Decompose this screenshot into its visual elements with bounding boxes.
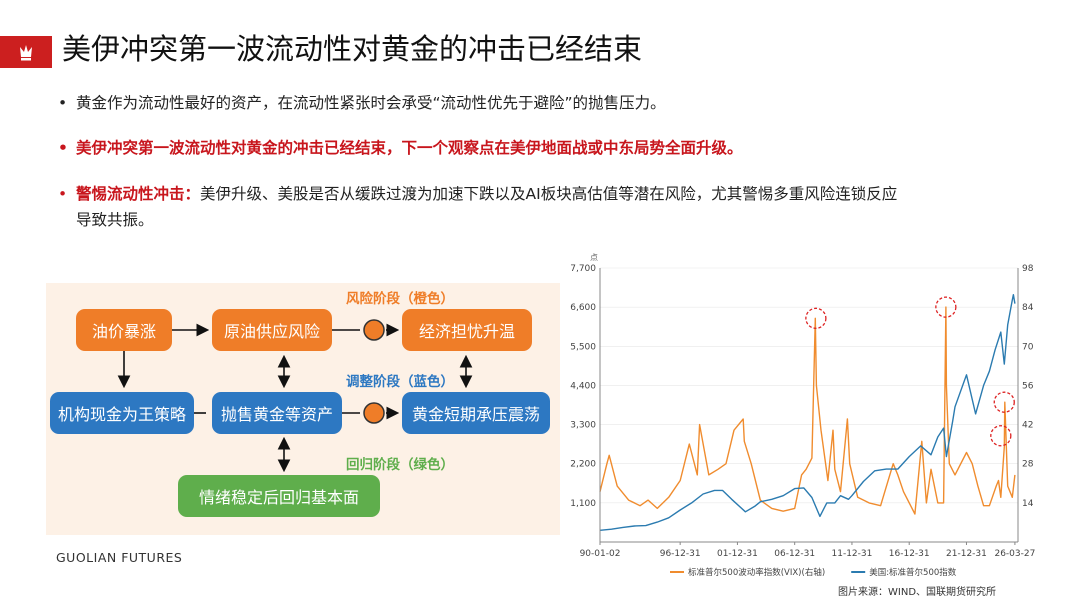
node-cash-is-king: 机构现金为王策略	[50, 392, 194, 434]
node-economic-worry: 经济担忧升温	[402, 309, 532, 351]
right-tick-label: 14	[1022, 499, 1034, 509]
bullet-dot: •	[58, 94, 68, 112]
bullet-text: 美伊升级、美股是否从缓跌过渡为加速下跌以及AI板块高估值等潜在风险，尤其警惕多重…	[200, 185, 898, 203]
node-crude-supply-risk: 原油供应风险	[212, 309, 332, 351]
bullet-text-continued: 导致共振。	[76, 211, 154, 229]
highlight-circle	[993, 391, 1015, 413]
legend-vix: 标准普尔500波动率指数(VIX)(右轴)	[688, 567, 825, 578]
bullet-dot: •	[58, 139, 68, 157]
stage-label-risk: 风险阶段（橙色）	[346, 291, 454, 307]
left-tick-label: 2,200	[570, 460, 596, 470]
left-tick-label: 1,100	[570, 499, 596, 509]
left-tick-label: 5,500	[570, 342, 596, 352]
crown-icon	[20, 45, 32, 61]
flow-junction-dot	[363, 402, 385, 424]
node-gold-pressure: 黄金短期承压震荡	[402, 392, 550, 434]
bullet-item: • 警惕流动性冲击：美伊升级、美股是否从缓跌过渡为加速下跌以及AI板块高估值等潜…	[58, 181, 1058, 233]
right-tick-label: 84	[1022, 303, 1034, 313]
x-tick-label: 90-01-02	[580, 549, 621, 559]
bullet-text: 黄金作为流动性最好的资产，在流动性紧张时会承受“流动性优先于避险”的抛售压力。	[76, 94, 666, 112]
bullet-dot: •	[58, 185, 68, 203]
x-tick-label: 01-12-31	[717, 549, 758, 559]
node-return-fundamentals: 情绪稳定后回归基本面	[178, 475, 380, 517]
x-tick-label: 26-03-27	[994, 549, 1035, 559]
bullet-lead: 警惕流动性冲击：	[76, 185, 201, 203]
x-tick-label: 11-12-31	[832, 549, 873, 559]
vix-sp500-chart: 7,700 6,600 5,500 4,400 3,300 2,200 1,100 98 84 7…	[570, 253, 1035, 578]
flow-junction-dot	[363, 319, 385, 341]
right-tick-label: 56	[1022, 381, 1034, 391]
page-title: 美伊冲突第一波流动性对黄金的冲击已经结束	[62, 32, 643, 66]
left-tick-label: 6,600	[570, 303, 596, 313]
left-unit-label: 点	[590, 253, 598, 262]
sp500-series-line	[599, 294, 1016, 531]
left-tick-label: 4,400	[570, 381, 596, 391]
stage-label-return: 回归阶段（绿色）	[346, 457, 454, 473]
right-tick-label: 70	[1022, 342, 1034, 352]
flow-diagram: 油价暴涨 原油供应风险 经济担忧升温 机构现金为王策略 抛售黄金等资产 黄金短期…	[46, 283, 560, 535]
stage-label-adjust: 调整阶段（蓝色）	[346, 374, 454, 390]
x-tick-label: 06-12-31	[774, 549, 815, 559]
node-oil-price-spike: 油价暴涨	[76, 309, 172, 351]
right-tick-label: 42	[1022, 421, 1033, 431]
x-tick-label: 21-12-31	[946, 549, 987, 559]
node-sell-gold: 抛售黄金等资产	[212, 392, 342, 434]
chart-area: 7,700 6,600 5,500 4,400 3,300 2,200 1,100 98 84 7…	[566, 246, 1050, 602]
source-note: 图片来源：WIND、国联期货研究所	[838, 587, 997, 598]
flow-arrows	[117, 319, 473, 473]
legend-sp500: 美国:标准普尔500指数	[869, 567, 957, 578]
x-tick-label: 96-12-31	[660, 549, 701, 559]
left-tick-label: 7,700	[570, 264, 596, 274]
bullet-item-highlight: • 美伊冲突第一波流动性对黄金的冲击已经结束，下一个观察点在美伊地面战或中东局势…	[58, 135, 1058, 161]
right-tick-label: 98	[1022, 264, 1034, 274]
brand-logo: GUOLIAN FUTURES	[56, 550, 183, 565]
bullet-item: • 黄金作为流动性最好的资产，在流动性紧张时会承受“流动性优先于避险”的抛售压力…	[58, 90, 1058, 116]
bullet-text: 美伊冲突第一波流动性对黄金的冲击已经结束，下一个观察点在美伊地面战或中东局势全面…	[76, 139, 743, 157]
left-tick-label: 3,300	[570, 421, 596, 431]
highlight-circle	[935, 296, 957, 318]
right-tick-label: 28	[1022, 460, 1034, 470]
highlight-circle	[990, 425, 1012, 447]
crown-logo	[0, 36, 52, 68]
x-tick-label: 16-12-31	[889, 549, 930, 559]
highlight-circle	[805, 307, 827, 329]
vix-series-line	[599, 306, 1016, 515]
